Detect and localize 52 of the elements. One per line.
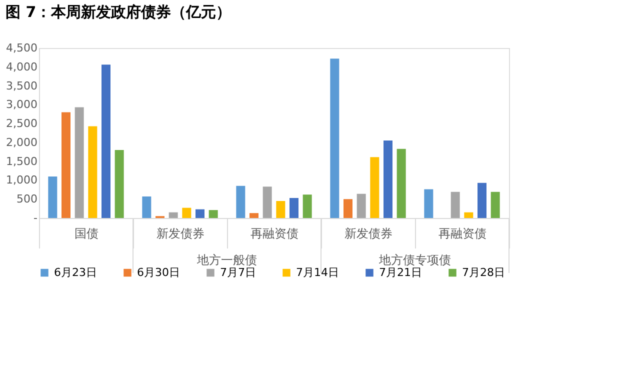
x-tick-label: 新发债券: [344, 226, 392, 240]
bar: [48, 176, 58, 218]
bar: [276, 201, 286, 218]
x-tick-label: 再融资债: [250, 226, 298, 240]
bar: [490, 192, 500, 218]
legend-label: 6月23日: [54, 266, 97, 279]
bar: [182, 208, 192, 218]
bar: [62, 112, 70, 218]
bar: [450, 192, 460, 218]
y-tick-label: 2,000: [6, 136, 38, 149]
bar: [464, 212, 474, 218]
y-tick-label: 500: [16, 192, 38, 206]
bar: [384, 140, 392, 218]
x-tick-label: 新发债券: [156, 226, 204, 240]
bar: [370, 157, 380, 218]
bar: [208, 210, 218, 218]
bar: [88, 126, 98, 218]
bar: [302, 194, 312, 218]
bar: [74, 107, 84, 218]
bar: [168, 212, 178, 218]
legend-label: 6月30日: [137, 266, 180, 279]
y-tick-label: 4,000: [6, 60, 38, 74]
y-tick-label: 3,000: [6, 98, 38, 112]
bar: [356, 194, 366, 218]
legend-label: 7月7日: [220, 266, 256, 279]
legend-label: 7月14日: [296, 266, 339, 279]
text: 地方一般债: [196, 253, 257, 267]
bar: [250, 213, 258, 218]
y-tick-label: 4,500: [6, 42, 38, 54]
bar: [102, 64, 110, 218]
bar: [344, 199, 352, 218]
bar: [396, 148, 406, 218]
bar: [262, 186, 272, 218]
chart-title: 图 7：本周新发政府债券（亿元）: [6, 3, 232, 21]
bar: [142, 196, 152, 218]
legend-label: 7月21日: [379, 266, 422, 279]
text: 地方债专项债: [378, 253, 451, 267]
x-tick-label: 国债: [74, 226, 98, 240]
bar: [424, 189, 434, 218]
bar: [330, 58, 340, 218]
x-tick-label: 再融资债: [438, 226, 486, 240]
legend-label: 7月28日: [462, 266, 505, 279]
y-tick-label: 3,500: [6, 79, 38, 92]
y-tick-label: 1,500: [6, 154, 38, 168]
y-tick-label: -: [34, 212, 38, 224]
bar: [290, 198, 298, 218]
bar: [478, 182, 486, 218]
bar: [236, 186, 246, 218]
bar: [114, 150, 124, 218]
y-tick-label: 1,000: [6, 174, 38, 187]
y-tick-label: 2,500: [6, 117, 38, 130]
bar: [196, 209, 204, 218]
